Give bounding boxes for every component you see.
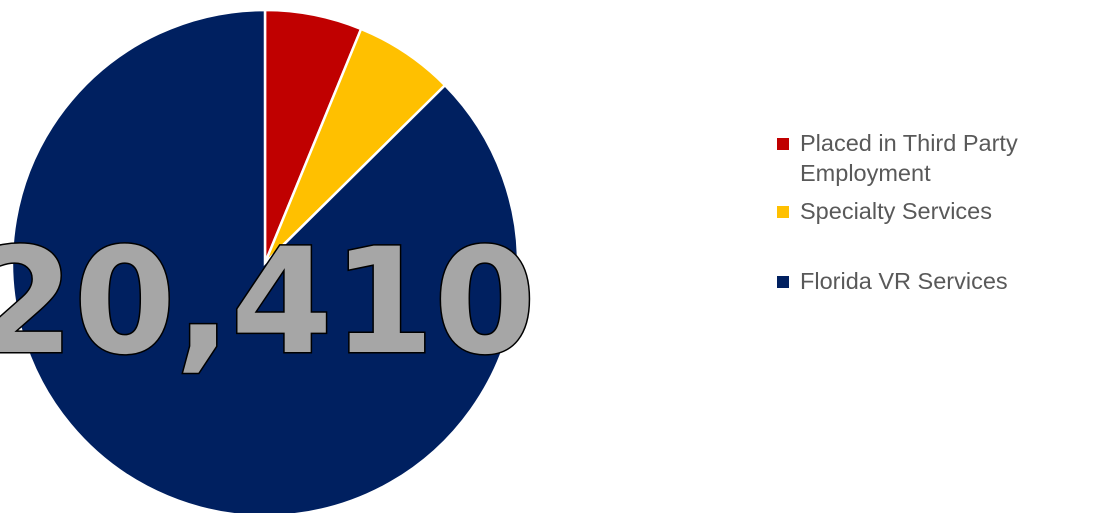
center-total-label: 20,410 bbox=[0, 217, 536, 387]
legend-label: Placed in Third Party Employment bbox=[800, 130, 1018, 186]
legend: Placed in Third Party Employment Special… bbox=[774, 128, 1094, 296]
legend-label: Specialty Services bbox=[800, 198, 992, 224]
legend-item-placed-third-party: Placed in Third Party Employment bbox=[774, 128, 1094, 188]
legend-swatch-placed bbox=[777, 138, 789, 150]
pie-slice-2 bbox=[10, 8, 520, 513]
pie-slices bbox=[10, 8, 520, 513]
legend-swatch-specialty bbox=[777, 206, 789, 218]
legend-swatch-florida bbox=[777, 276, 789, 288]
legend-item-specialty-services: Specialty Services bbox=[774, 196, 1094, 226]
legend-label: Florida VR Services bbox=[800, 268, 1008, 294]
legend-item-florida-vr: Florida VR Services bbox=[774, 266, 1094, 296]
